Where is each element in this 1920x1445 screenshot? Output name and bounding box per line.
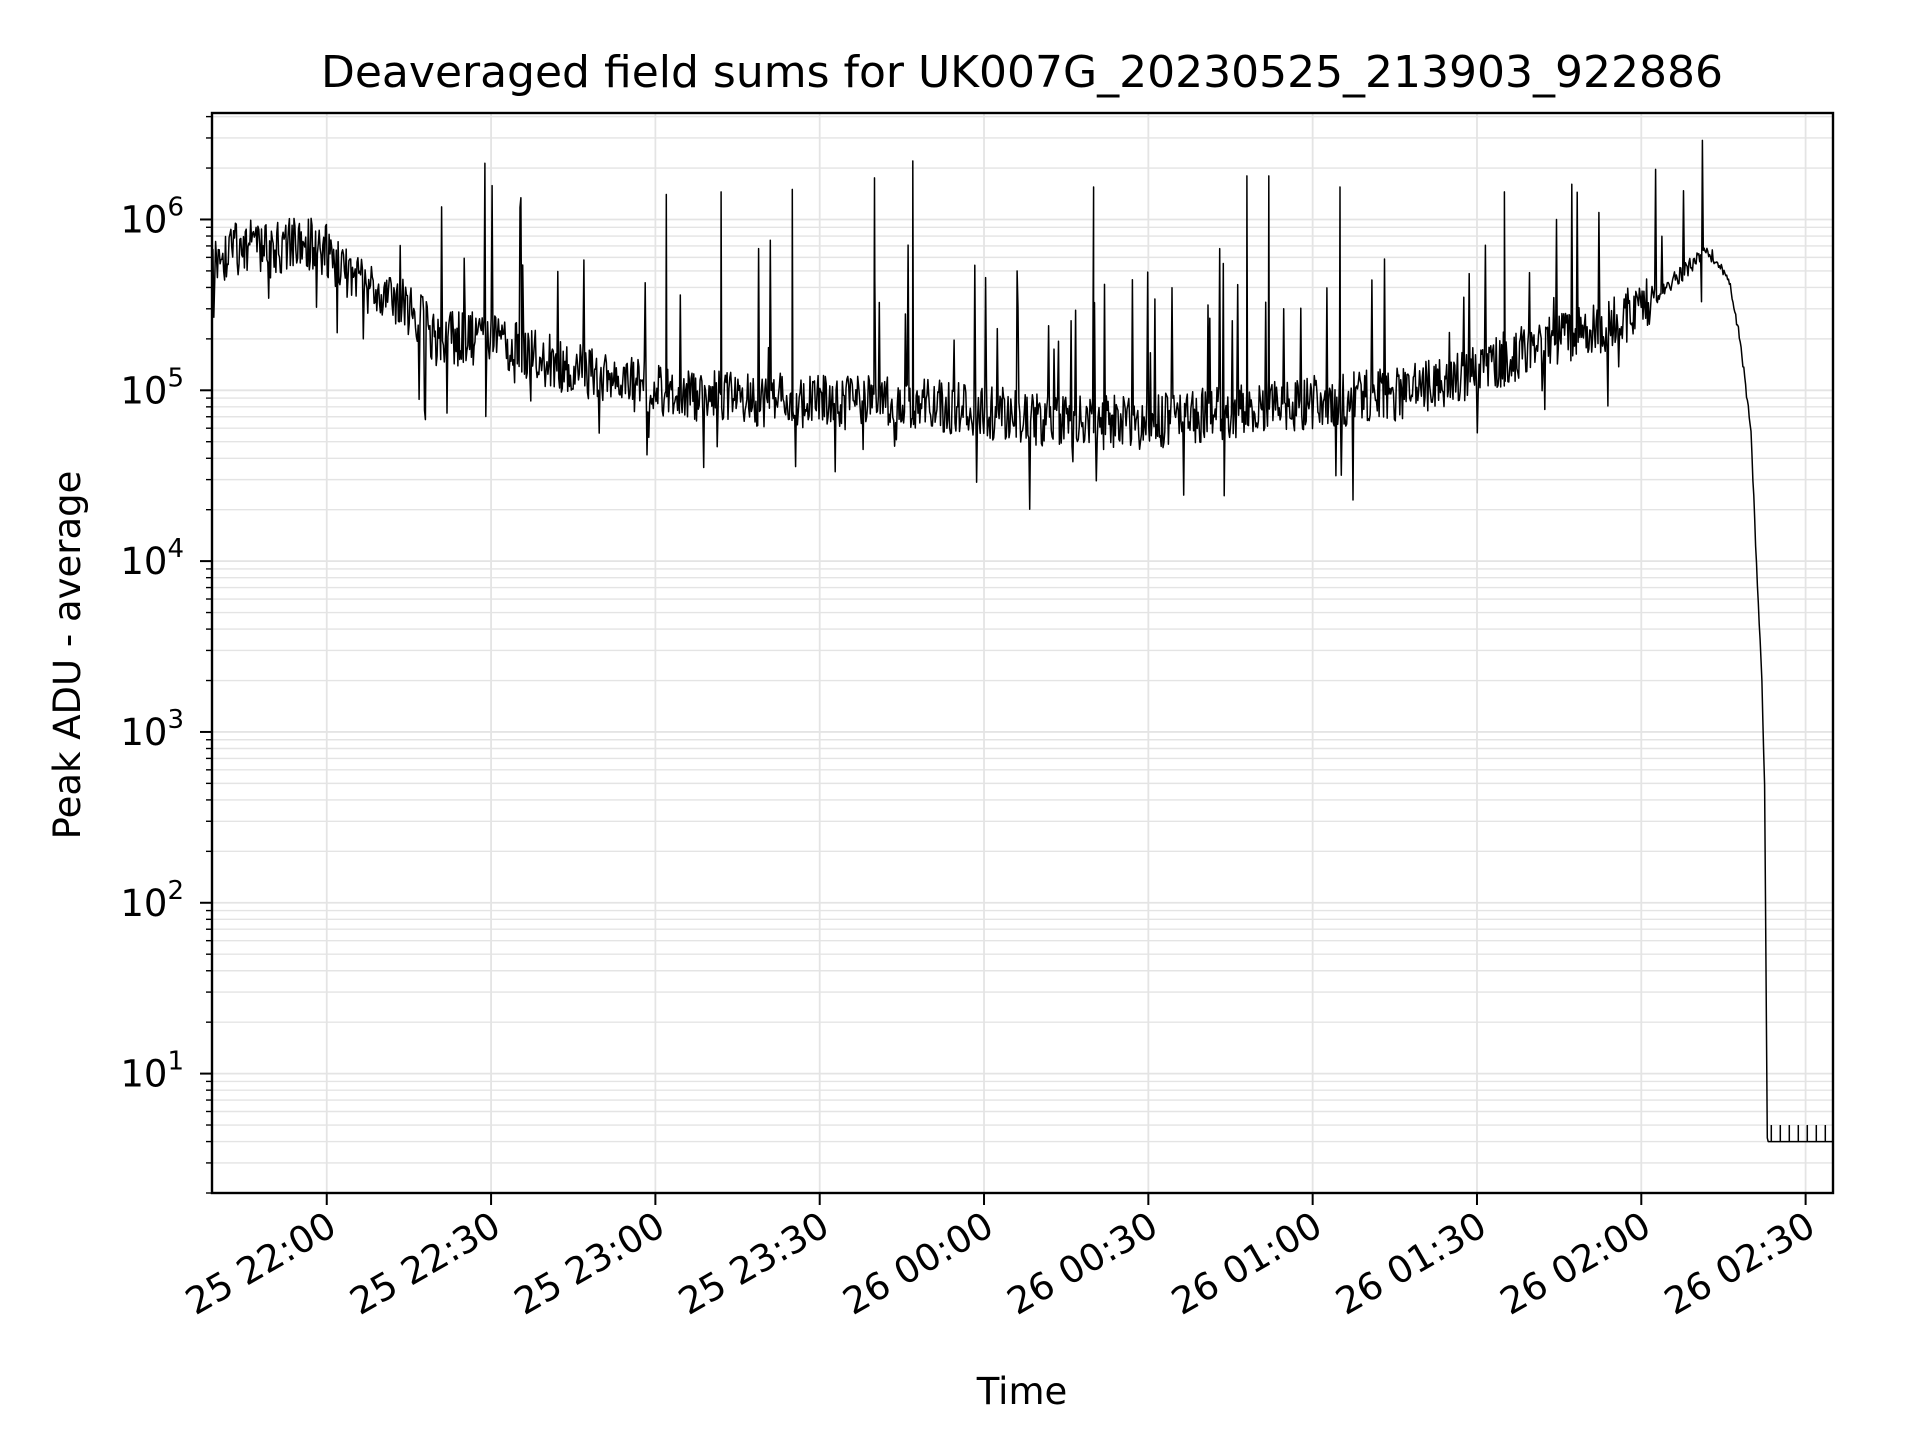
y-tick-label: 105 bbox=[120, 363, 184, 412]
y-tick-label: 102 bbox=[120, 876, 184, 925]
grid bbox=[212, 113, 1833, 1194]
chart-title: Deaveraged field sums for UK007G_2023052… bbox=[321, 47, 1723, 98]
x-axis-label: Time bbox=[976, 1370, 1068, 1413]
y-tick-label: 104 bbox=[120, 534, 184, 583]
y-tick-label: 106 bbox=[120, 192, 184, 241]
y-tick-label: 101 bbox=[120, 1047, 184, 1096]
y-axis: 101 102 103 104 105 106 bbox=[120, 115, 212, 1194]
series-line bbox=[211, 139, 1833, 1143]
y-tick-label: 103 bbox=[120, 705, 184, 754]
plot-frame bbox=[210, 111, 1835, 1195]
y-axis-label: Peak ADU - average bbox=[46, 471, 89, 840]
plot-area bbox=[211, 139, 1833, 1143]
